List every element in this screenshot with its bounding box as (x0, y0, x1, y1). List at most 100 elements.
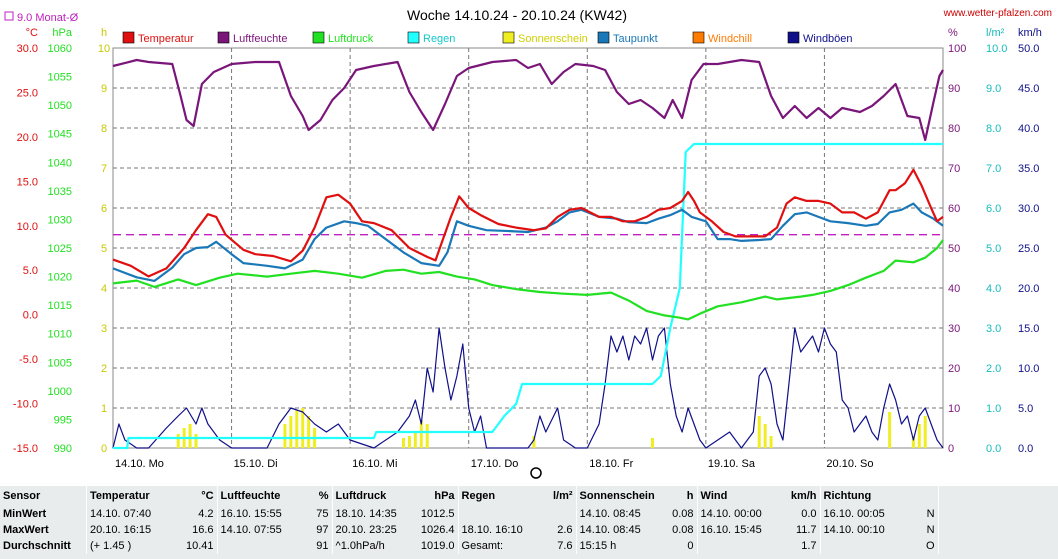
monat-legend-swatch (4, 11, 14, 21)
legend-label-taupunkt: Taupunkt (613, 33, 658, 45)
stats-row-min: MinWert 14.10. 07:40 4.2 16.10. 15:55 75 1… (0, 506, 1058, 522)
pressure-axis-tick: 1060 (48, 43, 72, 55)
stats-header-richtung: Richtung (819, 486, 902, 506)
stats-row-label: Durchschnitt (3, 540, 71, 552)
x-axis-label: 16.10. Mi (352, 458, 397, 470)
stats-cell: 20.10. 23:25 (331, 522, 414, 538)
sunshine-axis-tick: 3 (101, 323, 107, 335)
stats-cell: 14.10. 07:55 (216, 522, 306, 538)
sunshine-bar (307, 416, 311, 448)
humidity-axis-tick: 70 (948, 163, 960, 175)
legend-label-sonnenschein: Sonnenschein (518, 33, 588, 45)
stats-cell: 1019.0 (420, 540, 455, 552)
pressure-axis-tick: 1025 (48, 243, 72, 255)
stats-cell: 75 (316, 508, 329, 520)
stats-header-regen: Regen (457, 486, 535, 506)
sunshine-axis-tick: 10 (98, 43, 110, 55)
x-axis-label: 18.10. Fr (589, 458, 633, 470)
temperature-axis-tick: 5.0 (23, 265, 38, 277)
site-link[interactable]: www.wetter-pfalzen.com (943, 8, 1052, 19)
sunshine-bar (194, 434, 198, 448)
stats-cell: 1.7 (801, 540, 817, 552)
pressure-axis-tick: 1040 (48, 157, 72, 169)
wind-direction-marker (530, 467, 542, 479)
stats-row-label: MaxWert (3, 524, 49, 536)
stats-cell: 4.2 (198, 508, 214, 520)
temperature-axis-unit: °C (26, 27, 38, 39)
sunshine-bar (911, 436, 915, 448)
wind-axis-tick: 50.0 (1018, 43, 1039, 55)
stats-cell (819, 538, 902, 554)
x-axis-label: 15.10. Di (234, 458, 278, 470)
stats-header-wind: Wind (696, 486, 779, 506)
stats-header-row: Sensor Temperatur °C Luftfeuchte % Luftd… (0, 486, 1058, 506)
legend-label-temperatur: Temperatur (138, 33, 194, 45)
sunshine-axis-tick: 8 (101, 123, 107, 135)
sunshine-bar (188, 424, 192, 448)
legend-label-windchill: Windchill (708, 33, 752, 45)
statistics-panel: Sensor Temperatur °C Luftfeuchte % Luftd… (0, 486, 1058, 559)
sunshine-axis-tick: 7 (101, 163, 107, 175)
stats-cell (696, 538, 779, 554)
stats-cell: 0 (687, 540, 694, 552)
stats-header-sensor: Sensor (3, 490, 41, 502)
humidity-axis-tick: 90 (948, 83, 960, 95)
stats-cell: 18.10. 14:35 (331, 506, 414, 522)
stats-cell: O (925, 540, 935, 552)
pressure-axis-tick: 1035 (48, 186, 72, 198)
stats-cell: 0.08 (672, 508, 694, 520)
stats-cell: 16.10. 00:05 (819, 506, 902, 522)
series-line-taupunkt (112, 202, 944, 282)
legend: Temperatur Luftfeuchte Luftdruck Regen Sonne… (122, 31, 853, 45)
series-line-luftfeuchte (112, 58, 944, 142)
legend-label-windboeen: Windböen (803, 33, 853, 45)
wind-axis-tick: 5.0 (1018, 403, 1033, 415)
rain-axis-tick: 9.0 (986, 83, 1001, 95)
stats-cell: 0.08 (672, 524, 694, 536)
temperature-axis-tick: 10.0 (17, 221, 38, 233)
wind-axis-tick: 20.0 (1018, 283, 1039, 295)
humidity-axis-unit: % (948, 27, 958, 39)
legend-swatch-sonnenschein (502, 31, 515, 44)
pressure-axis-tick: 990 (54, 443, 72, 455)
stats-header-temperatur: Temperatur (86, 486, 183, 506)
axes: 30.025.020.015.010.05.00.0-5.0-10.0-15.0… (13, 27, 1042, 479)
sunshine-axis-tick: 9 (101, 83, 107, 95)
humidity-axis-tick: 10 (948, 403, 960, 415)
rain-axis-tick: 10.0 (986, 43, 1007, 55)
humidity-axis-tick: 60 (948, 203, 960, 215)
temperature-axis-tick: -10.0 (13, 399, 38, 411)
stats-header-luftfeuchte: Luftfeuchte (216, 486, 306, 506)
stats-cell: 18.10. 16:10 (457, 522, 535, 538)
sunshine-axis-tick: 6 (101, 203, 107, 215)
stats-cell (535, 506, 577, 522)
stats-header-regen-unit: l/m² (552, 490, 573, 502)
rain-axis-tick: 7.0 (986, 163, 1001, 175)
sunshine-bar (413, 432, 417, 448)
x-axis-label: 14.10. Mo (115, 458, 164, 470)
sunshine-bar (769, 436, 773, 448)
temperature-axis-tick: -15.0 (13, 443, 38, 455)
stats-header-richtung-unit (902, 486, 939, 506)
plot-area (112, 58, 944, 450)
stats-header-luftfeuchte-unit: % (318, 490, 329, 502)
sunshine-axis-tick: 1 (101, 403, 107, 415)
sunshine-axis-tick: 5 (101, 243, 107, 255)
stats-cell: 14.10. 08:45 (575, 522, 663, 538)
sunshine-bar (301, 408, 305, 448)
pressure-axis-tick: 1045 (48, 129, 72, 141)
wind-axis-tick: 0.0 (1018, 443, 1033, 455)
sunshine-axis-tick: 0 (101, 443, 107, 455)
stats-cell: 16.6 (192, 524, 214, 536)
pressure-axis-unit: hPa (52, 27, 72, 39)
pressure-axis-tick: 1005 (48, 357, 72, 369)
wind-axis-tick: 30.0 (1018, 203, 1039, 215)
stats-cell: 14.10. 07:40 (86, 506, 183, 522)
stats-cell: Gesamt: (457, 538, 535, 554)
stats-cell: 97 (316, 524, 329, 536)
stats-row-label: MinWert (3, 508, 47, 520)
stats-row-max: MaxWert 20.10. 16:15 16.6 14.10. 07:55 97 … (0, 522, 1058, 538)
sunshine-bar (425, 424, 429, 448)
stats-cell: 0.0 (801, 508, 817, 520)
monat-legend-label: 9.0 Monat-Ø (17, 12, 79, 24)
